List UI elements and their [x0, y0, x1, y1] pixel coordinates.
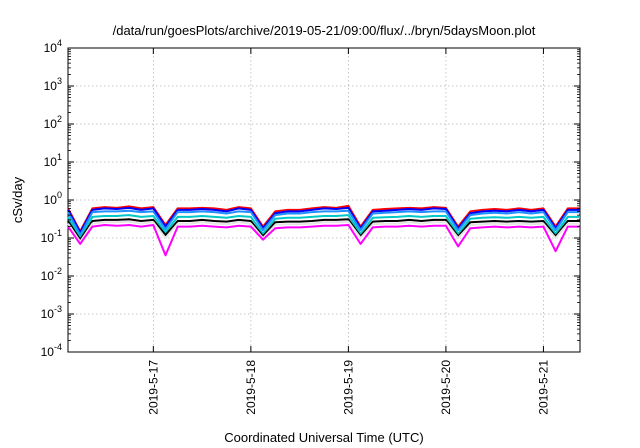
series-layer [67, 204, 580, 257]
y-tick-label: 10-2 [41, 266, 62, 283]
gridlines [68, 48, 580, 352]
x-tick-label: 2019-5-17 [146, 360, 160, 415]
x-axis-label: Coordinated Universal Time (UTC) [224, 430, 423, 445]
series-line-6 [67, 220, 580, 243]
y-tick-label: 101 [44, 152, 62, 169]
x-axis: 2019-5-17 2019-5-18 2019-5-19 2019-5-20 2019… [146, 48, 550, 415]
y-axis-label: cSv/day [10, 176, 25, 223]
series-line-7 [67, 224, 580, 257]
x-tick-label: 2019-5-20 [439, 360, 453, 415]
series-line-4 [67, 214, 580, 239]
y-tick-label: 10-1 [41, 228, 62, 245]
plot-area: 10-4 10-3 10-2 10-1 100 101 102 103 104 2019-5-1… [41, 38, 581, 415]
y-tick-label: 10-4 [41, 342, 62, 359]
y-tick-label: 100 [44, 190, 62, 207]
y-tick-label: 104 [44, 38, 62, 55]
x-tick-label: 2019-5-19 [341, 360, 355, 415]
series-line-5 [67, 218, 580, 241]
series-line-1 [67, 204, 580, 233]
x-tick-label: 2019-5-18 [244, 360, 258, 415]
chart-title: /data/run/goesPlots/archive/2019-05-21/0… [113, 23, 536, 38]
y-tick-label: 10-3 [41, 304, 62, 321]
series-line-3 [67, 209, 580, 236]
y-tick-label: 102 [44, 114, 62, 131]
y-tick-label: 103 [44, 76, 62, 93]
y-axis: 10-4 10-3 10-2 10-1 100 101 102 103 104 [41, 38, 580, 359]
series-line-2 [67, 206, 580, 234]
x-tick-label: 2019-5-21 [536, 360, 550, 415]
